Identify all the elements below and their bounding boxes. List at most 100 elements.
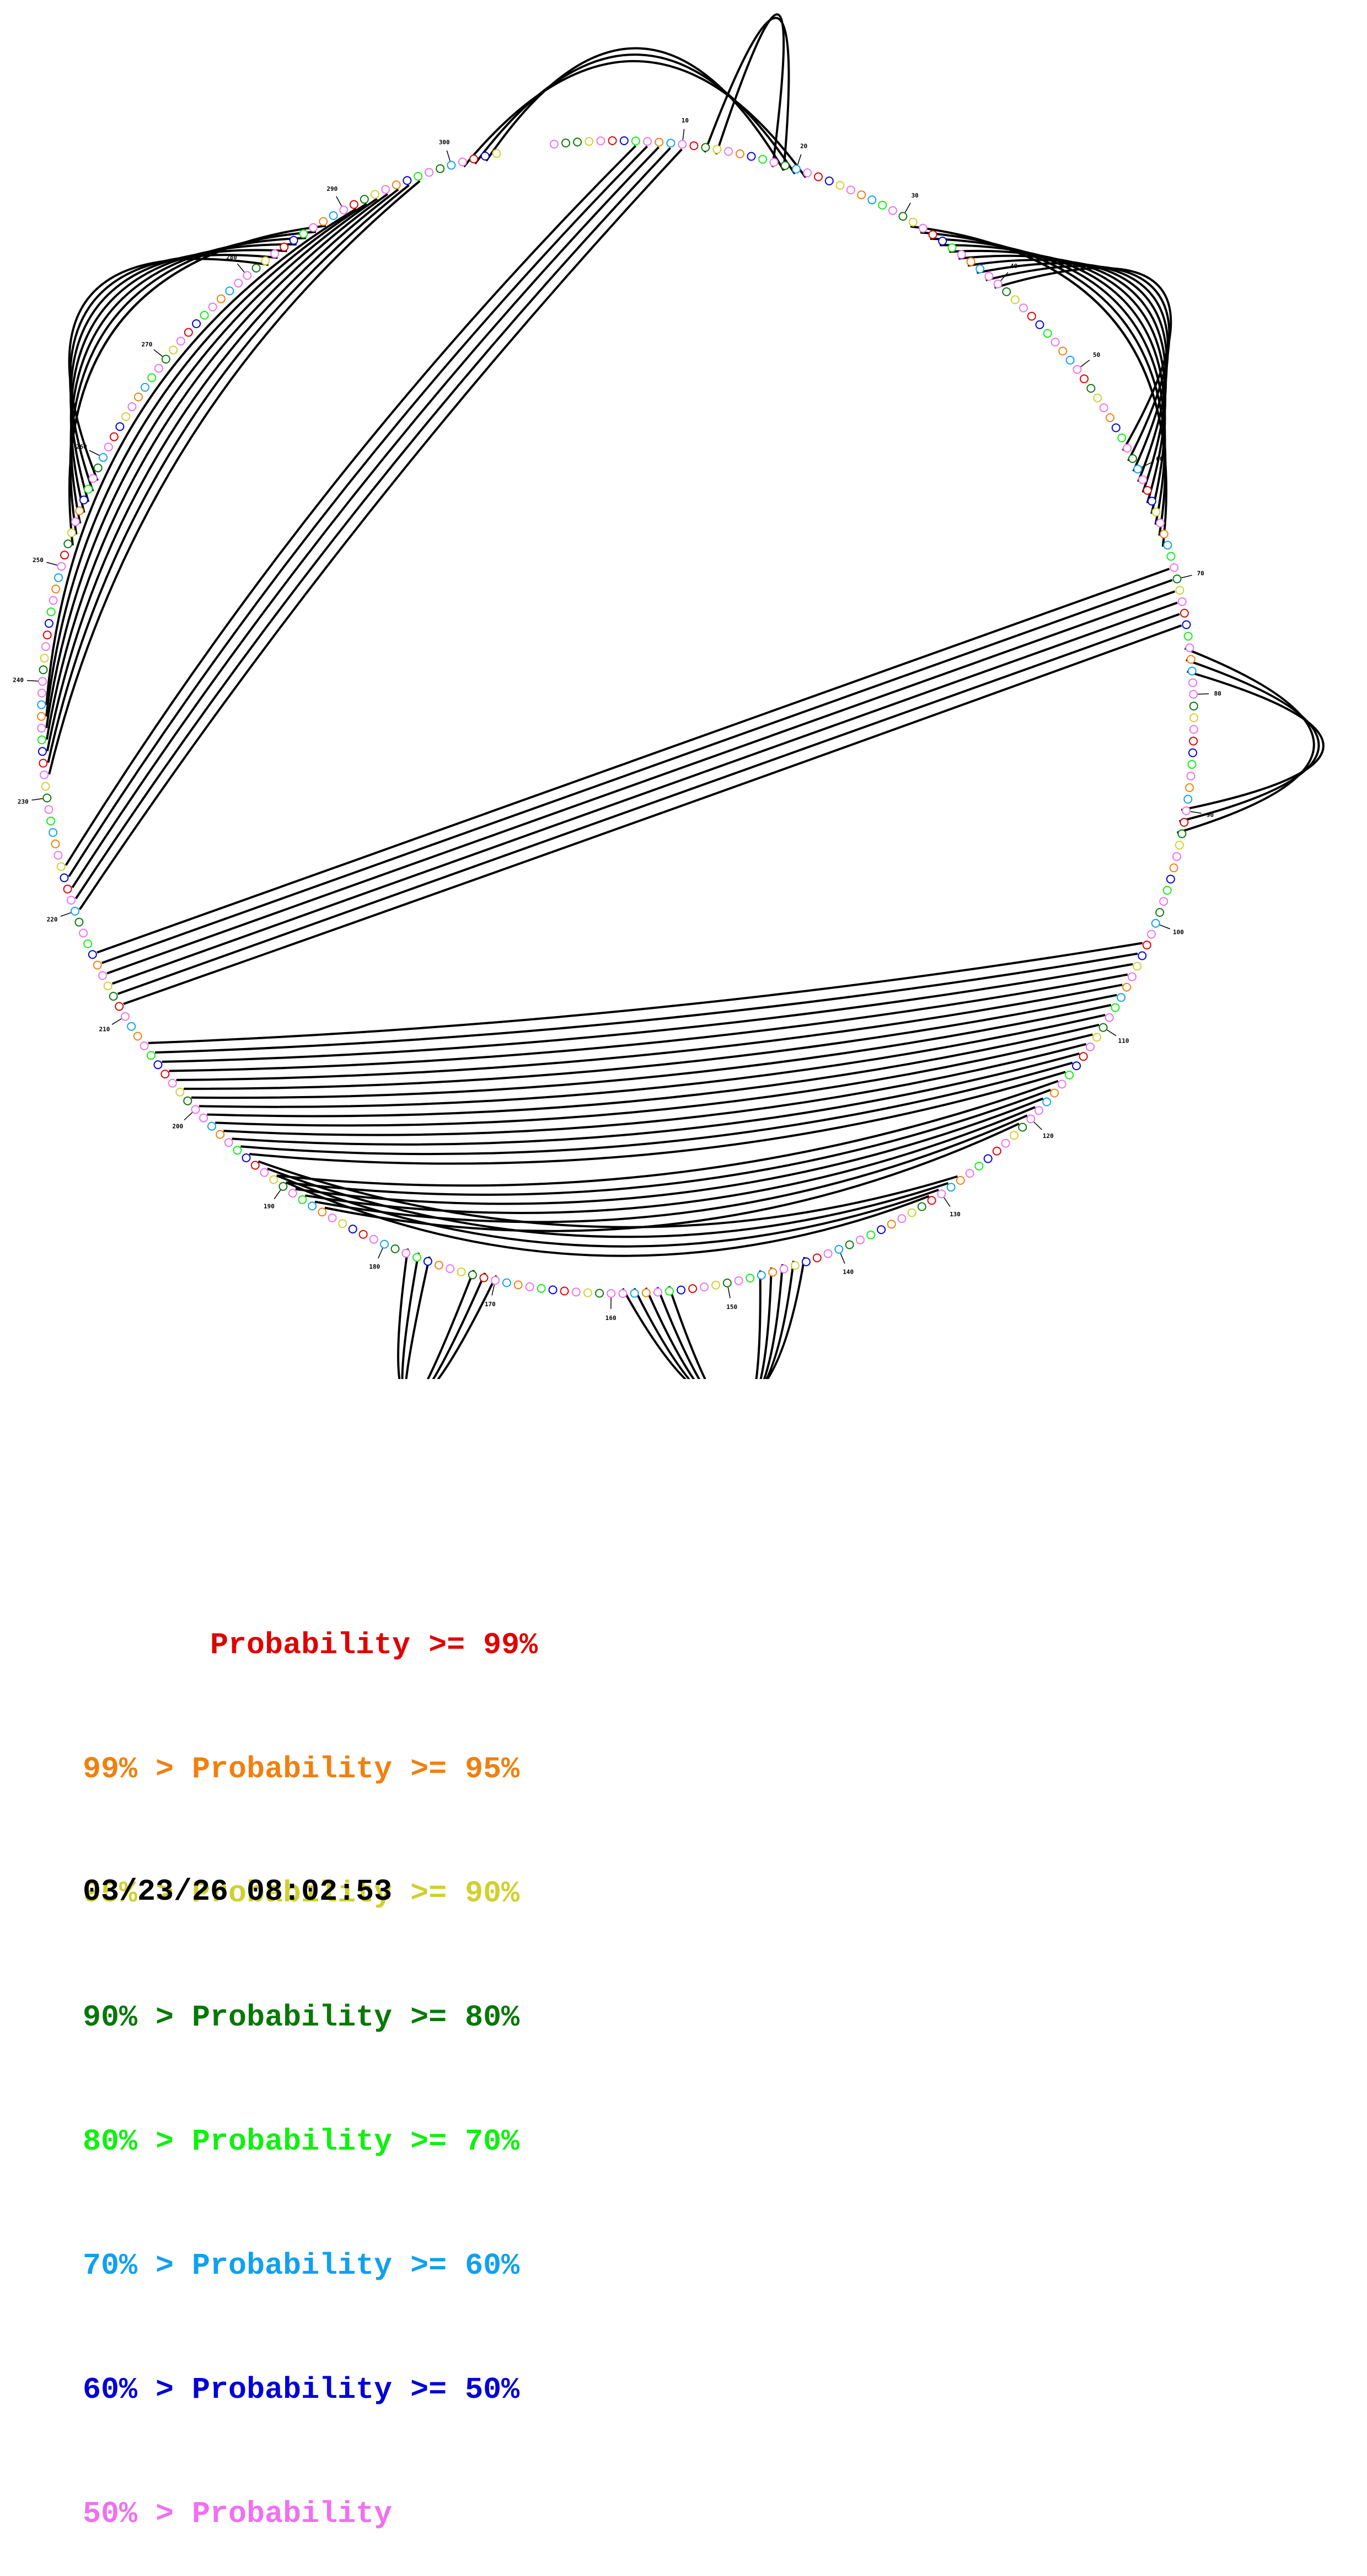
nucleotide-267 <box>141 383 149 391</box>
nucleotide-195 <box>233 1146 241 1154</box>
nucleotide-82 <box>1190 714 1198 722</box>
nucleotide-65 <box>1156 519 1164 527</box>
base-pair-arc-109-200 <box>199 1015 1105 1107</box>
nucleotide-73 <box>1181 610 1188 617</box>
nucleotide-239 <box>38 690 46 697</box>
nucleotide-128 <box>957 1177 964 1184</box>
tick-mark-220 <box>61 913 71 917</box>
nucleotide-59 <box>1129 455 1137 462</box>
nucleotide-72 <box>1178 598 1186 606</box>
nucleotide-281 <box>253 264 260 272</box>
nucleotide-81 <box>1190 702 1198 710</box>
tick-mark-20 <box>798 154 801 165</box>
nucleotide-23 <box>825 177 833 185</box>
tick-mark-190 <box>274 1190 281 1199</box>
nucleotide-21 <box>803 169 811 177</box>
nucleotide-207 <box>141 1042 148 1050</box>
nucleotide-33 <box>929 231 937 238</box>
nucleotide-142 <box>813 1254 821 1262</box>
nucleotide-297 <box>414 173 422 180</box>
nucleotide-10 <box>678 141 686 148</box>
nucleotide-89 <box>1184 795 1192 803</box>
tick-mark-150 <box>728 1287 730 1298</box>
nucleotide-125 <box>984 1155 992 1163</box>
base-pair-arc-236-293 <box>46 199 377 728</box>
nucleotide-256 <box>80 496 88 504</box>
nucleotide-9 <box>667 140 674 147</box>
nucleotide-164 <box>561 1287 569 1295</box>
base-pair-arc-73-212 <box>118 614 1180 994</box>
nucleotide-108 <box>1112 1004 1119 1012</box>
tick-label-30: 30 <box>912 192 919 199</box>
nucleotide-99 <box>1156 908 1164 916</box>
tick-label-10: 10 <box>682 117 689 124</box>
nucleotide-146 <box>769 1268 776 1276</box>
nucleotide-39 <box>985 272 993 280</box>
nucleotide-84 <box>1189 737 1197 745</box>
base-pair-arc-69-216 <box>97 569 1170 952</box>
nucleotide-12 <box>701 143 709 151</box>
nucleotide-287 <box>309 224 317 232</box>
nucleotide-153 <box>689 1285 696 1292</box>
nucleotide-196 <box>225 1139 233 1146</box>
nucleotide-17 <box>759 156 766 163</box>
nucleotide-293 <box>371 190 379 198</box>
nucleotide-176 <box>424 1258 432 1265</box>
nucleotide-43 <box>1020 304 1027 312</box>
nucleotide-171 <box>480 1274 488 1282</box>
nucleotide-64 <box>1152 508 1160 516</box>
nucleotide-27 <box>868 196 876 204</box>
nucleotide-31 <box>909 218 917 226</box>
nucleotide-230 <box>43 794 51 802</box>
nucleotide-32 <box>919 225 927 232</box>
nucleotide-159 <box>619 1290 626 1297</box>
nucleotide-111 <box>1093 1033 1101 1041</box>
nucleotide-250 <box>57 563 65 570</box>
nucleotide-106 <box>1123 984 1130 991</box>
nucleotide-14 <box>725 148 732 156</box>
nucleotide-201 <box>184 1097 191 1105</box>
nucleotide-304 <box>492 149 500 157</box>
tick-label-300: 300 <box>439 138 450 146</box>
tick-label-220: 220 <box>47 916 58 923</box>
nucleotide-249 <box>55 574 62 581</box>
nucleotide-285 <box>290 237 298 244</box>
tick-label-110: 110 <box>1118 1037 1129 1044</box>
base-pair-arc-70-215 <box>102 580 1172 963</box>
tick-mark-10 <box>683 129 684 140</box>
nucleotide-264 <box>122 413 130 420</box>
nucleotide-28 <box>878 201 886 209</box>
base-pair-arc-72-213 <box>112 603 1177 984</box>
nucleotide-118 <box>1043 1098 1050 1106</box>
nucleotide-284 <box>280 243 288 251</box>
nucleotide-186 <box>318 1208 326 1216</box>
tick-label-260: 260 <box>76 443 87 450</box>
nucleotide-60 <box>1134 465 1141 473</box>
nucleotide-67 <box>1164 541 1171 549</box>
nucleotide-200 <box>192 1105 200 1113</box>
nucleotide-5 <box>620 137 628 145</box>
nucleotide-103 <box>1138 952 1146 960</box>
nucleotide-91 <box>1180 819 1188 826</box>
nucleotide-231 <box>42 783 50 790</box>
nucleotide-177 <box>413 1254 421 1262</box>
nucleotide-85 <box>1189 749 1197 757</box>
nucleotide-189 <box>289 1189 297 1197</box>
nucleotide-169 <box>503 1279 511 1287</box>
nucleotide-253 <box>68 529 76 537</box>
nucleotide-211 <box>115 1003 123 1011</box>
nucleotide-174 <box>446 1265 454 1273</box>
nucleotide-126 <box>975 1162 983 1170</box>
nucleotide-101 <box>1148 931 1155 938</box>
nucleotide-217 <box>84 940 92 948</box>
nucleotide-13 <box>713 146 721 153</box>
nucleotide-147 <box>758 1271 765 1279</box>
nucleotide-105 <box>1128 973 1136 981</box>
nucleotide-76 <box>1186 644 1193 651</box>
tick-label-160: 160 <box>605 1314 617 1322</box>
nucleotide-259 <box>94 464 102 472</box>
nucleotide-58 <box>1123 445 1131 452</box>
nucleotide-246 <box>47 608 55 616</box>
nucleotide-226 <box>52 840 60 848</box>
tick-label-190: 190 <box>264 1203 275 1210</box>
